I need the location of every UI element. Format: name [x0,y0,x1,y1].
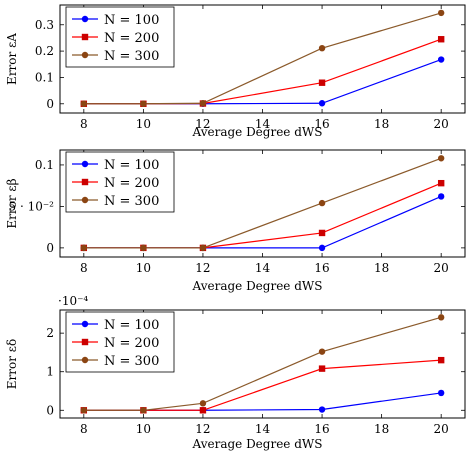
legend: N = 100 N = 200 N = 300 [65,6,175,68]
series-n300 [80,9,445,107]
x-tick-label: 16 [314,117,329,131]
y-tick-label: 0 [46,403,54,417]
x-axis-label: Average Degree dWS [192,125,323,139]
x-tick-label: 8 [80,261,88,275]
y-tick-label: 2 [46,326,54,340]
y-tick-label: 0.1 [35,70,54,84]
x-tick-label: 10 [136,117,151,131]
data-point [437,36,445,43]
y-axis-label: Error εβ [5,178,19,228]
data-point [437,389,445,397]
legend-label: N = 100 [104,318,159,333]
data-point [437,193,445,200]
legend-label: N = 300 [104,194,159,209]
x-tick-label: 14 [255,117,271,131]
data-point [199,407,207,414]
legend-label: N = 200 [104,31,159,46]
data-point [140,244,147,252]
legend-label: N = 200 [104,336,159,351]
x-tick-label: 8 [80,117,88,131]
data-point [318,229,326,237]
legend-marker [81,356,89,364]
data-point [318,406,326,413]
y-tick-label: 0 [46,97,54,111]
series-n300 [80,155,445,252]
data-point [318,365,326,372]
x-tick-label: 16 [314,261,329,275]
legend-label: N = 300 [104,354,159,369]
legend-label: N = 300 [104,49,159,64]
x-tick-label: 14 [255,422,271,436]
y-axis-label: Error εA [5,33,19,85]
x-tick-label: 18 [374,422,389,436]
y-tick-label: 0.3 [35,18,54,32]
x-tick-label: 12 [195,261,210,275]
data-point [437,356,445,364]
data-point [80,100,88,107]
x-tick-label: 12 [195,422,210,436]
legend-label: N = 100 [104,158,159,173]
x-tick-label: 10 [136,422,151,436]
legend-marker [81,320,89,328]
data-point [318,244,326,252]
legend-marker [81,15,89,23]
x-tick-label: 8 [80,422,88,436]
series-n300 [80,314,445,414]
x-tick-label: 14 [255,261,271,275]
data-point [437,155,445,162]
data-point [437,314,445,321]
x-tick-label: 18 [374,117,389,131]
data-point [437,179,445,187]
data-point [199,244,207,252]
legend: N = 100 N = 200 N = 300 [65,151,175,213]
y-tick-label: 0.2 [35,44,54,58]
legend-marker [81,51,89,59]
x-axis-label: Average Degree dWS [192,279,323,293]
data-point [318,45,326,52]
data-point [437,9,445,17]
data-point [318,79,326,86]
data-point [318,199,326,207]
data-point [80,244,88,252]
legend-marker [81,178,89,186]
x-tick-label: 20 [434,261,449,275]
legend-marker [81,33,89,41]
x-tick-label: 10 [136,261,151,275]
data-point [318,348,326,355]
legend-marker [81,160,89,168]
legend-label: N = 100 [104,13,159,28]
data-point [199,400,207,407]
data-point [437,56,445,63]
legend: N = 100 N = 200 N = 300 [65,311,175,373]
data-point [318,100,326,107]
y-tick-label: 0.1 [35,158,54,172]
legend-marker [81,196,89,204]
chart-panel-1: 8 10 12 16 20 14 18 0 0.1 0.2 0.3 Error εA Average D… [5,4,466,139]
y-tick-label: 0 [46,241,54,255]
data-point [140,407,147,414]
x-tick-label: 20 [434,422,449,436]
legend-label: N = 200 [104,176,159,191]
y-tick-label: 1 [46,365,54,379]
y-exponent-label: ·10⁻⁴ [58,294,88,308]
x-tick-label: 20 [434,117,449,131]
series-line [83,392,442,411]
y-tick-label: 5 · 10⁻² [9,199,55,213]
x-axis-label: Average Degree dWS [192,437,323,451]
data-point [199,100,207,107]
x-tick-label: 18 [374,261,389,275]
y-axis-label: Error εδ [5,339,19,389]
data-point [140,100,147,107]
x-tick-label: 16 [314,422,329,436]
x-tick-label: 12 [195,117,210,131]
chart-panel-2: 8 10 12 16 20 14 18 0 5 · 10⁻² 0.1 Error εβ Average… [5,149,466,293]
legend-marker [81,338,89,346]
data-point [80,407,88,414]
